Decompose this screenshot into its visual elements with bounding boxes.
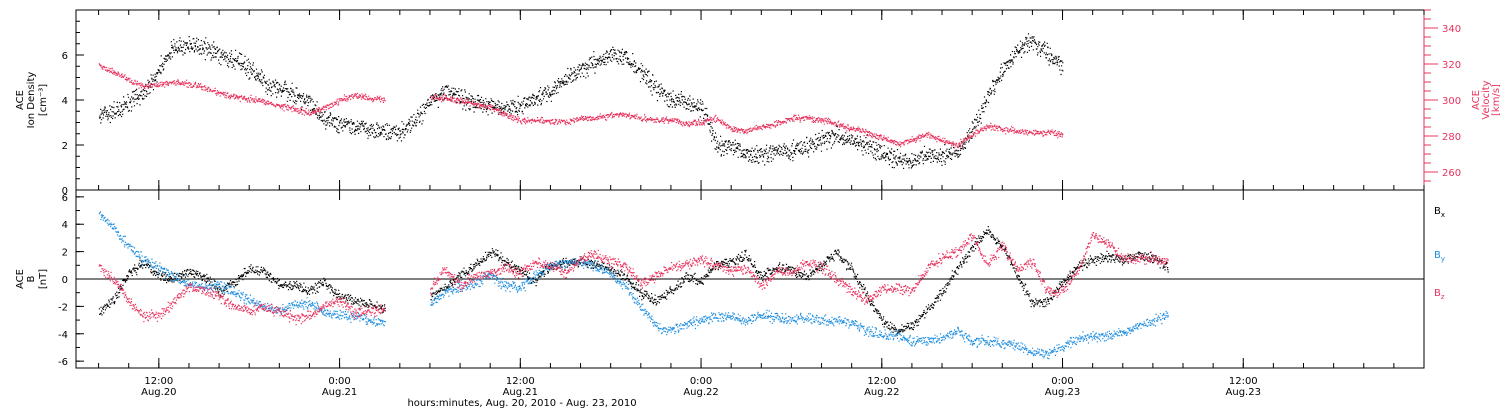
x-tick-time: 12:00 bbox=[1229, 376, 1258, 387]
velocity-axis-label: ACE bbox=[1471, 90, 1482, 110]
b-series-0-points bbox=[98, 226, 1169, 336]
x-axis: 12:00Aug.200:00Aug.2112:00Aug.210:00Aug.… bbox=[98, 10, 1425, 409]
density-tick-label: 2 bbox=[62, 141, 68, 152]
x-tick-date: Aug.23 bbox=[1045, 387, 1080, 398]
x-tick-time: 0:00 bbox=[690, 376, 712, 387]
b-tick-label: -4 bbox=[58, 330, 68, 341]
legend-entry: Bz bbox=[1434, 288, 1445, 301]
x-tick-date: Aug.22 bbox=[864, 387, 899, 398]
legend-subscript: z bbox=[1441, 293, 1445, 301]
x-tick-time: 0:00 bbox=[328, 376, 350, 387]
x-tick-date: Aug.23 bbox=[1226, 387, 1261, 398]
b-series-1-points bbox=[98, 211, 1169, 360]
x-tick-time: 12:00 bbox=[506, 376, 535, 387]
density-tick-label: 6 bbox=[62, 51, 68, 62]
b-axis-label: B bbox=[26, 275, 37, 282]
b-tick-label: 0 bbox=[62, 275, 68, 286]
legend-text: B bbox=[1434, 250, 1441, 261]
velocity-tick-label: 260 bbox=[1442, 168, 1461, 179]
b-tick-label: -6 bbox=[58, 357, 68, 368]
legend-subscript: y bbox=[1441, 255, 1445, 263]
x-tick-date: Aug.21 bbox=[503, 387, 538, 398]
x-tick-time: 12:00 bbox=[144, 376, 173, 387]
velocity-points bbox=[98, 63, 1064, 149]
b-axis-label: [nT] bbox=[38, 269, 49, 289]
b-tick-label: 2 bbox=[62, 248, 68, 259]
x-axis-label: hours:minutes, Aug. 20, 2010 - Aug. 23, … bbox=[407, 398, 636, 409]
x-tick-date: Aug.22 bbox=[683, 387, 718, 398]
b-tick-label: -2 bbox=[58, 302, 68, 313]
velocity-tick-label: 300 bbox=[1442, 96, 1461, 107]
velocity-axis-label: [km/s] bbox=[1491, 84, 1500, 116]
x-tick-date: Aug.21 bbox=[322, 387, 357, 398]
legend-entry: Bx bbox=[1434, 206, 1445, 219]
density-points bbox=[98, 33, 1064, 169]
density-axis-label: ACE bbox=[15, 90, 26, 110]
velocity-tick-label: 280 bbox=[1442, 132, 1461, 143]
density-axis-label: Ion Density bbox=[26, 72, 37, 129]
velocity-axis-label: Velocity bbox=[1481, 80, 1492, 119]
legend-text: B bbox=[1434, 288, 1441, 299]
legend-text: B bbox=[1434, 206, 1441, 217]
x-tick-time: 0:00 bbox=[1051, 376, 1073, 387]
density-tick-label: 0 bbox=[62, 186, 68, 197]
b-tick-label: 4 bbox=[62, 220, 68, 231]
density-axis-label: [cm⁻³] bbox=[38, 84, 49, 116]
top-panel-frame bbox=[75, 9, 1425, 191]
legend-subscript: x bbox=[1441, 211, 1445, 219]
velocity-tick-label: 340 bbox=[1442, 24, 1461, 35]
density-tick-label: 4 bbox=[62, 96, 68, 107]
x-tick-time: 12:00 bbox=[867, 376, 896, 387]
b-tick-label: 6 bbox=[62, 193, 68, 204]
b-axis-label: ACE bbox=[15, 269, 26, 289]
velocity-tick-label: 320 bbox=[1442, 60, 1461, 71]
legend-entry: By bbox=[1434, 250, 1445, 263]
x-tick-date: Aug.20 bbox=[141, 387, 176, 398]
